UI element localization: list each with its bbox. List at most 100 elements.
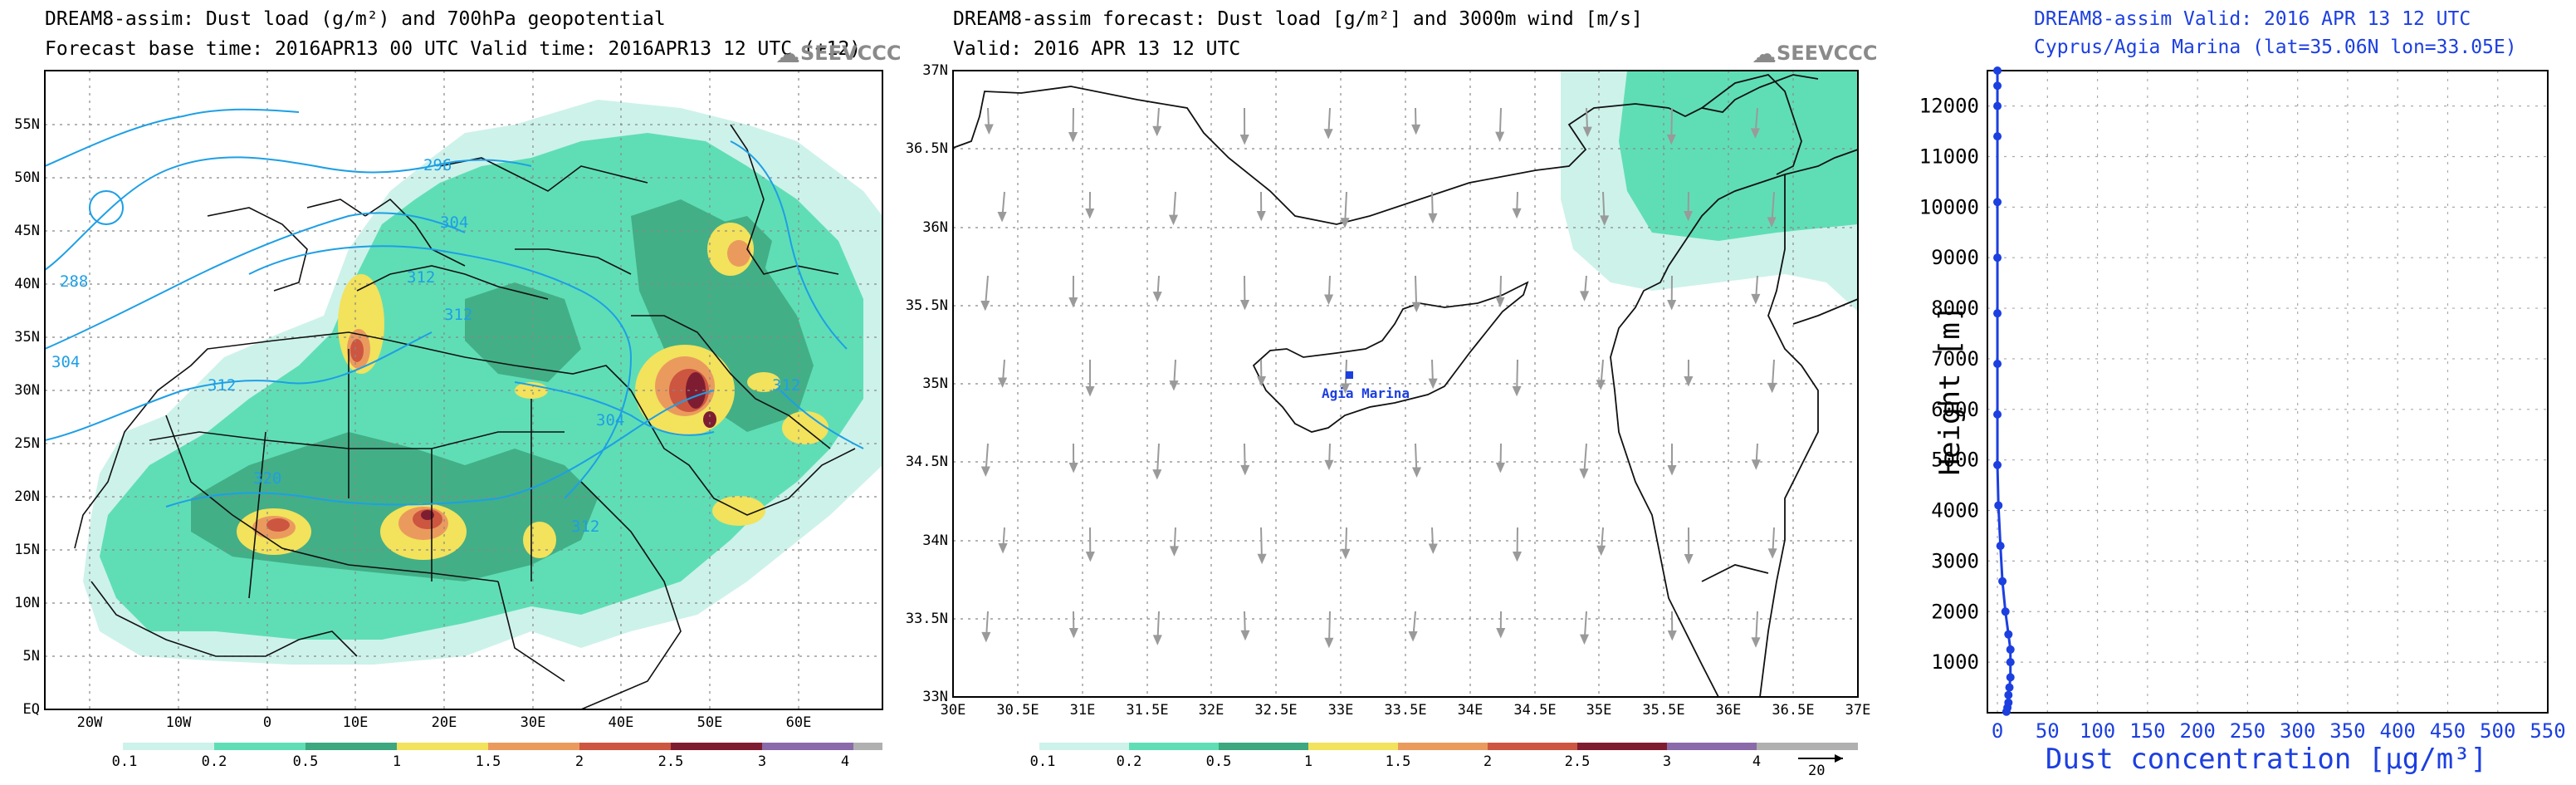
profile-series (1993, 66, 2015, 716)
wind-arrow-head (981, 631, 991, 643)
wind-arrow-head (1068, 462, 1078, 473)
svg-text:25N: 25N (14, 435, 40, 452)
y-tick-label: 3000 (1931, 549, 1979, 572)
profile-point (1993, 460, 2002, 469)
wind-arrow-head (1495, 297, 1505, 308)
svg-text:36.5E: 36.5E (1772, 702, 1814, 719)
x-tick-label: 250 (2230, 719, 2266, 743)
profile-point (1993, 66, 2002, 75)
wind-arrow-head (1257, 553, 1267, 565)
x-tick-label: 0 (1992, 719, 2003, 743)
panel1-lon-labels: 20W 10W 0 10E 20E 30E 40E 50E 60E (77, 714, 812, 731)
svg-text:4: 4 (841, 753, 849, 770)
svg-text:312: 312 (571, 518, 599, 536)
profile-point (2001, 607, 2010, 616)
panel1-contour-labels: 296 304 288 304 312 312 304 312 312 320 … (51, 156, 800, 536)
x-tick-label: 450 (2430, 719, 2466, 743)
wind-arrow-head (1582, 126, 1592, 138)
profile-point (1993, 253, 2002, 262)
svg-text:34E: 34E (1458, 702, 1484, 719)
wind-arrow-head (1085, 386, 1095, 397)
profile-point (1994, 501, 2003, 510)
svg-text:35.5E: 35.5E (1642, 702, 1684, 719)
panel1-colorbar (123, 743, 882, 750)
y-tick-label: 11000 (1919, 145, 1979, 168)
cloud-icon: ☁ (1752, 40, 1777, 69)
wind-arrow-head (1324, 294, 1334, 305)
panel2-gridlines (953, 71, 1858, 697)
svg-text:33.5N: 33.5N (906, 611, 948, 627)
svg-text:304: 304 (51, 353, 80, 371)
profile-point (1996, 542, 2005, 551)
profile-gridlines (1987, 71, 2549, 713)
svg-text:34.5E: 34.5E (1513, 702, 1556, 719)
panel1-lat-labels: 55N 50N 45N 40N 35N 30N 25N 20N 15N 10N … (14, 116, 40, 718)
wind-arrow-head (1411, 467, 1422, 478)
svg-text:37E: 37E (1845, 702, 1871, 719)
wind-arrow-head (1495, 131, 1505, 143)
wind-arrow-head (1428, 213, 1438, 224)
y-tick-label: 1000 (1931, 650, 1979, 674)
svg-text:304: 304 (440, 213, 468, 232)
panel1-title: DREAM8-assim: Dust load (g/m²) and 700hP… (45, 8, 666, 30)
svg-text:288: 288 (60, 272, 88, 291)
panel1-logo: ☁SEEVCCC (775, 40, 902, 69)
wind-arrow-head (1152, 635, 1162, 645)
wind-arrow-head (1169, 546, 1179, 557)
wind-reference-arrow: 20 (1798, 754, 1843, 779)
svg-text:30E: 30E (941, 702, 966, 719)
panel2-coastlines (953, 74, 1858, 697)
y-tick-label: 9000 (1931, 246, 1979, 269)
svg-text:2: 2 (575, 753, 584, 770)
svg-text:32E: 32E (1199, 702, 1224, 719)
svg-text:31E: 31E (1070, 702, 1096, 719)
wind-arrow-head (1169, 380, 1179, 391)
svg-text:55N: 55N (14, 116, 40, 133)
cyprus-coastline (1252, 281, 1529, 433)
wind-arrow-head (1068, 131, 1078, 143)
svg-text:30.5E: 30.5E (996, 702, 1039, 719)
svg-text:36N: 36N (922, 219, 948, 236)
wind-arrow-head (1240, 630, 1250, 641)
svg-text:33N: 33N (922, 689, 948, 705)
panel2-wind-arrows (980, 107, 1777, 649)
svg-text:20N: 20N (14, 488, 40, 505)
svg-text:320: 320 (253, 469, 281, 488)
wind-arrow-head (984, 124, 994, 135)
wind-arrow-head (1411, 302, 1421, 313)
wind-arrow-head (1579, 634, 1590, 645)
panel1-map: 296 304 288 304 312 312 304 312 312 320 … (14, 70, 883, 770)
profile-x-axis-label: Dust concentration [μg/m³] (2046, 743, 2487, 776)
profile-y-tick-labels: 1000 2000 3000 4000 5000 6000 7000 8000 9000 1000… (1919, 95, 1979, 675)
svg-text:50N: 50N (14, 169, 40, 186)
x-tick-label: 150 (2129, 719, 2165, 743)
svg-text:20W: 20W (77, 714, 103, 731)
svg-text:34.5N: 34.5N (906, 454, 948, 470)
station-marker (1346, 371, 1353, 379)
wind-arrow-head (1751, 293, 1761, 305)
svg-text:33.5E: 33.5E (1384, 702, 1426, 719)
svg-text:50E: 50E (697, 714, 723, 731)
wind-arrow-head (1323, 129, 1333, 140)
svg-text:0.2: 0.2 (202, 753, 227, 770)
svg-text:60E: 60E (786, 714, 812, 731)
svg-text:4: 4 (1752, 753, 1761, 770)
profile-point (2004, 690, 2013, 699)
svg-text:15N: 15N (14, 542, 40, 558)
svg-text:30N: 30N (14, 382, 40, 399)
svg-text:40N: 40N (14, 276, 40, 292)
profile-x-tick-labels: 0 50 100 150 200 250 300 350 400 450 500 550 (1992, 719, 2566, 743)
wind-arrow-head (1324, 459, 1334, 471)
x-tick-label: 350 (2329, 719, 2365, 743)
svg-text:1.5: 1.5 (1386, 753, 1411, 770)
y-tick-label: 4000 (1931, 499, 1979, 523)
svg-text:1: 1 (1304, 753, 1312, 770)
wind-arrow-head (1667, 630, 1677, 641)
panel3-subtitle: Cyprus/Agia Marina (lat=35.06N lon=33.05… (2034, 37, 2517, 58)
wind-arrow-head (1152, 292, 1162, 302)
wind-arrow-head (1667, 465, 1677, 476)
profile-point (2006, 673, 2015, 682)
svg-text:0.1: 0.1 (1030, 753, 1056, 770)
panel1-geopotential (45, 108, 864, 508)
wind-arrow-head (1666, 134, 1676, 145)
